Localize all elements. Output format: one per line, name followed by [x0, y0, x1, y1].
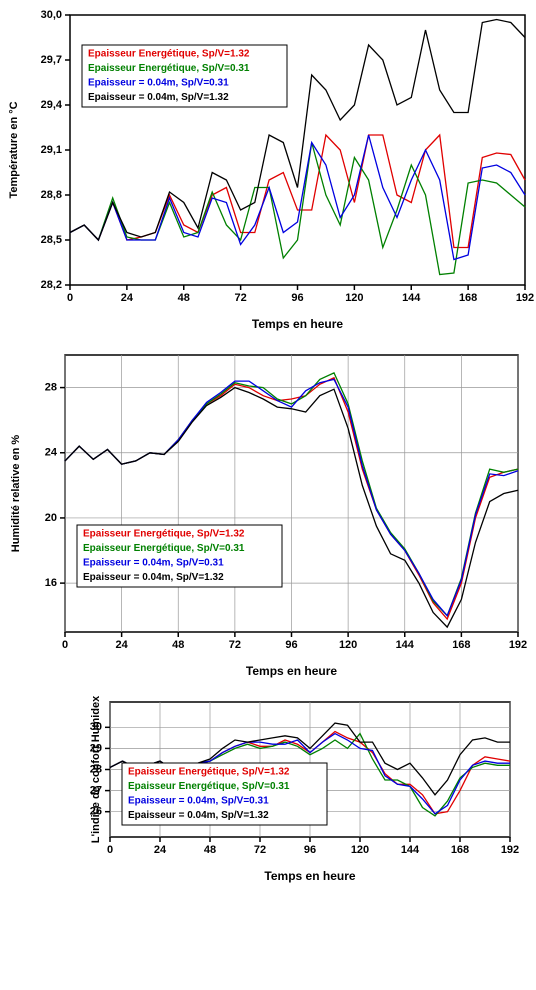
legend-label: Epaisseur = 0.04m, Sp/V=0.31: [128, 796, 269, 807]
x-tick-label: 48: [172, 639, 184, 651]
x-tick-label: 24: [154, 844, 167, 856]
x-tick-label: 72: [254, 844, 266, 856]
y-tick-label: 28: [45, 381, 57, 393]
y-tick-label: 29,7: [41, 54, 62, 66]
x-tick-label: 24: [121, 292, 134, 304]
legend-label: Epaisseur Energétique, Sp/V=1.32: [88, 49, 250, 60]
y-axis-label: Humidité relative en %: [10, 435, 22, 553]
y-tick-label: 29: [90, 742, 102, 754]
chart-panel: 0 24 48 72 96 120 144 168 192 26 27 28 29 30 Temps en …: [90, 695, 519, 883]
y-tick-label: 16: [45, 577, 57, 589]
chart-panel: 0 24 48 72 96 120 144 168 192 16 20 24 28 Temps en he…: [10, 354, 527, 678]
x-tick-label: 72: [235, 292, 247, 304]
y-axis-label: L'indice de confort Humidex: [90, 695, 102, 843]
series-line: [69, 133, 526, 249]
x-tick-label: 96: [291, 292, 303, 304]
x-tick-label: 168: [452, 639, 470, 651]
x-tick-label: 168: [451, 844, 469, 856]
y-axis-label: Température en °C: [8, 101, 20, 198]
x-tick-label: 192: [509, 639, 527, 651]
legend-label: Epaisseur = 0.04m, Sp/V=1.32: [128, 810, 269, 821]
chart-panel: 0 24 48 72 96 120 144 168 192 28,2 28,5 28,8 29,1 29,…: [8, 9, 534, 331]
y-tick-label: 28,2: [41, 279, 62, 291]
x-tick-label: 144: [401, 844, 420, 856]
series-line: [69, 18, 526, 242]
x-tick-label: 192: [501, 844, 519, 856]
x-tick-label: 120: [351, 844, 369, 856]
legend-label: Epaisseur Energétique, Sp/V=0.31: [83, 543, 245, 554]
series-line: [69, 134, 526, 261]
y-tick-label: 28,5: [41, 234, 62, 246]
legend-label: Epaisseur Energétique, Sp/V=1.32: [128, 767, 290, 778]
series-line: [64, 386, 519, 629]
y-tick-label: 30,0: [41, 9, 62, 21]
x-axis-label: Temps en heure: [246, 664, 337, 678]
legend: Epaisseur Energétique, Sp/V=1.32 Epaisseu…: [81, 44, 288, 108]
legend-label: Epaisseur = 0.04m, Sp/V=0.31: [88, 78, 229, 89]
x-tick-label: 48: [204, 844, 216, 856]
x-axis-label: Temps en heure: [252, 317, 343, 331]
x-tick-label: 0: [107, 844, 113, 856]
x-axis-label: Temps en heure: [264, 869, 355, 883]
x-tick-label: 168: [459, 292, 477, 304]
x-tick-label: 96: [285, 639, 297, 651]
legend-label: Epaisseur Energétique, Sp/V=1.32: [83, 529, 245, 540]
x-tick-label: 0: [67, 292, 73, 304]
y-tick-label: 27: [90, 785, 102, 797]
x-tick-label: 120: [339, 639, 357, 651]
legend-label: Epaisseur = 0.04m, Sp/V=1.32: [83, 572, 224, 583]
x-tick-label: 144: [396, 639, 415, 651]
x-tick-label: 192: [516, 292, 534, 304]
legend-box: [76, 524, 283, 588]
legend-label: Epaisseur Energétique, Sp/V=0.31: [128, 781, 290, 792]
x-tick-label: 144: [402, 292, 421, 304]
legend-label: Epaisseur = 0.04m, Sp/V=0.31: [83, 558, 224, 569]
x-tick-label: 120: [345, 292, 363, 304]
y-tick-label: 24: [45, 447, 58, 459]
y-tick-label: 26: [90, 806, 102, 818]
x-tick-label: 72: [229, 639, 241, 651]
legend: Epaisseur Energétique, Sp/V=1.32 Epaisseu…: [76, 524, 283, 588]
y-tick-label: 20: [45, 512, 57, 524]
y-tick-label: 28,8: [41, 189, 62, 201]
x-tick-label: 24: [116, 639, 129, 651]
y-tick-label: 29,4: [41, 99, 63, 111]
legend: Epaisseur Energétique, Sp/V=1.32 Epaisseu…: [121, 762, 328, 826]
legend-box: [121, 762, 328, 826]
x-tick-label: 48: [178, 292, 190, 304]
y-tick-label: 30: [90, 721, 102, 733]
legend-label: Epaisseur Energétique, Sp/V=0.31: [88, 63, 250, 74]
y-tick-label: 28: [90, 763, 102, 775]
x-tick-label: 96: [304, 844, 316, 856]
x-tick-label: 0: [62, 639, 68, 651]
legend-box: [81, 44, 288, 108]
y-tick-label: 29,1: [41, 144, 62, 156]
legend-label: Epaisseur = 0.04m, Sp/V=1.32: [88, 92, 229, 103]
